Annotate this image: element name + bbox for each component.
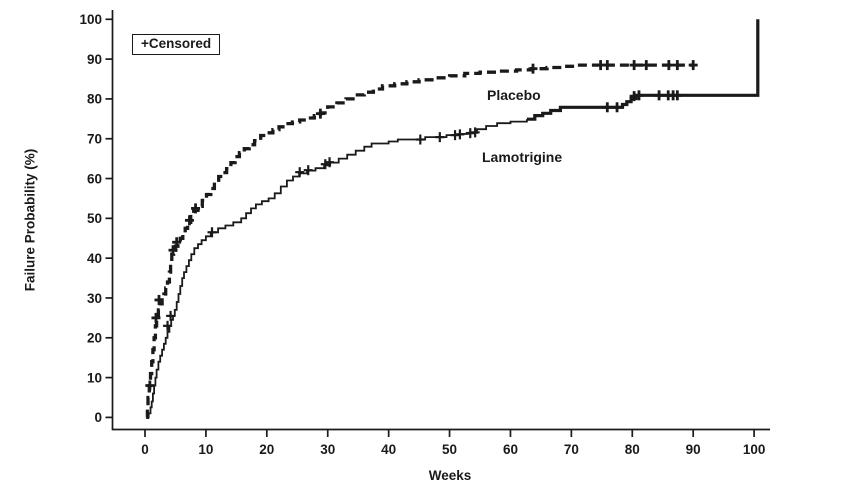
placebo-curve	[145, 63, 694, 420]
lamotrigine-curve-late	[526, 19, 760, 121]
lamotrigine-series-label: Lamotrigine	[482, 149, 563, 165]
y-tick-label: 40	[87, 251, 102, 266]
y-tick-label: 10	[87, 370, 102, 385]
x-tick-label: 70	[564, 442, 579, 457]
x-tick-label: 100	[743, 442, 766, 457]
x-tick-label: 60	[503, 442, 518, 457]
y-tick-label: 70	[87, 132, 102, 147]
x-axis-title: Weeks	[428, 468, 472, 483]
y-tick-label: 0	[94, 410, 102, 425]
censored-legend: +Censored	[132, 34, 221, 55]
y-tick-label: 30	[87, 291, 102, 306]
x-tick-label: 20	[259, 442, 274, 457]
x-tick-label: 90	[686, 442, 701, 457]
y-tick-label: 20	[87, 331, 102, 346]
x-tick-label: 40	[381, 442, 396, 457]
y-axis-title: Failure Probability (%)	[22, 148, 38, 292]
y-tick-label: 60	[87, 171, 102, 186]
y-tick-label: 100	[79, 12, 102, 27]
y-tick-label: 50	[87, 211, 102, 226]
x-tick-label: 50	[442, 442, 457, 457]
lamotrigine-curve	[146, 119, 528, 419]
x-tick-label: 0	[141, 442, 149, 457]
y-tick-label: 90	[87, 52, 102, 67]
placebo-series-label: Placebo	[487, 87, 541, 103]
x-tick-label: 10	[198, 442, 213, 457]
y-tick-label: 80	[87, 92, 102, 107]
censored-legend-label: +Censored	[141, 36, 212, 51]
x-tick-label: 80	[625, 442, 640, 457]
x-tick-label: 30	[320, 442, 335, 457]
